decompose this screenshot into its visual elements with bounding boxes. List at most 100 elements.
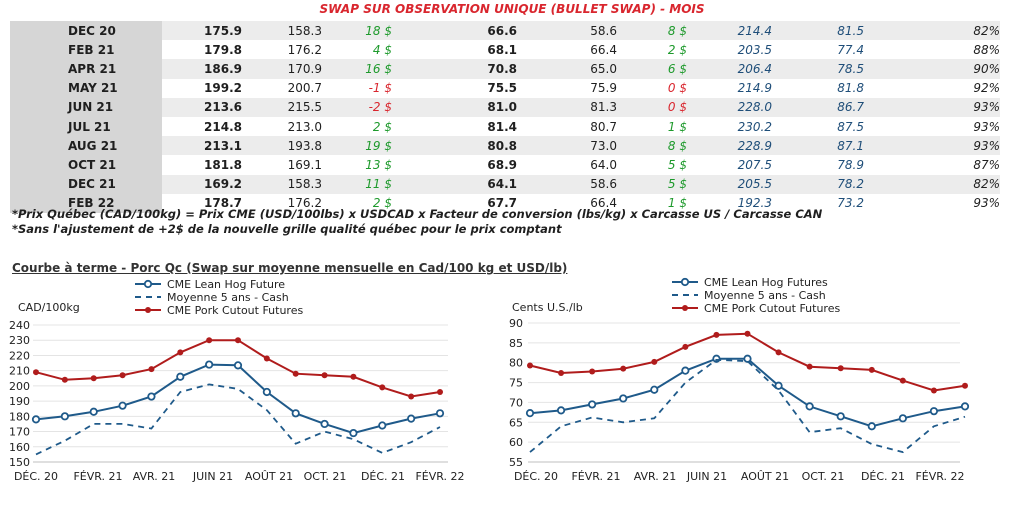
legend-marker [143, 279, 153, 289]
data-point [292, 370, 299, 377]
data-point [836, 412, 845, 421]
cell-c3: 4 $ [322, 40, 392, 60]
cell-c8: 81.5 [772, 21, 864, 41]
cell-c1: 181.8 [162, 155, 242, 175]
cell-c9: 93% [864, 193, 1000, 213]
cell-c9: 82% [864, 174, 1000, 194]
cell-c9: 82% [864, 21, 1000, 41]
data-point [929, 407, 939, 416]
cell-c8: 78.2 [772, 174, 864, 194]
data-point [868, 366, 875, 373]
legend-marker [680, 277, 690, 287]
cell-c8: 78.5 [772, 59, 864, 79]
data-point [33, 369, 39, 376]
cell-c7: 228.9 [687, 136, 772, 156]
cell-c3: 19 $ [322, 136, 392, 156]
cell-c5: 75.9 [517, 78, 617, 98]
y-tick-label: 210 [9, 365, 30, 378]
x-tick-label: JUIN 21 [686, 470, 727, 483]
x-tick-label: AOÛT 21 [741, 470, 789, 483]
x-tick-label: FÉVR. 22 [915, 470, 964, 483]
data-point [262, 387, 271, 397]
cell-c9: 87% [864, 155, 1000, 175]
y-tick-label: 80 [509, 357, 523, 370]
cell-month: JUN 21 [10, 97, 162, 117]
data-point [206, 337, 213, 344]
cell-c9: 93% [864, 136, 1000, 156]
cell-c8: 78.9 [772, 155, 864, 175]
cell-c8: 86.7 [772, 97, 864, 117]
cell-c4: 81.0 [392, 97, 517, 117]
y-tick-label: 200 [9, 380, 30, 393]
data-point [89, 407, 98, 416]
data-point [408, 393, 415, 400]
cell-c4: 81.4 [392, 116, 517, 137]
cell-c9: 88% [864, 40, 1000, 60]
data-point [378, 421, 387, 430]
table-row: AUG 21 213.1 193.8 19 $80.8 73.0 8 $228.9 87.1… [10, 136, 1000, 156]
data-point [558, 370, 565, 377]
y-tick-label: 180 [9, 410, 30, 423]
x-tick-label: DÉC. 20 [14, 470, 58, 483]
data-point [527, 362, 533, 369]
cell-c3: -2 $ [322, 97, 392, 117]
table-row: JUL 21 214.8 213.0 2 $81.4 80.7 1 $230.2 87.5 9… [10, 116, 1000, 137]
cell-c6: 1 $ [617, 116, 687, 137]
cell-c5: 73.0 [517, 136, 617, 156]
data-point [650, 385, 659, 394]
data-point [61, 376, 68, 383]
cell-c6: 8 $ [617, 136, 687, 156]
table-row: DEC 21 169.2 158.3 11 $64.1 58.6 5 $205.5 78.2… [10, 174, 1000, 194]
x-tick-label: DÉC. 20 [514, 470, 558, 483]
cell-c6: 0 $ [617, 97, 687, 117]
data-point [556, 406, 566, 415]
cell-c3: 18 $ [322, 21, 392, 41]
y-tick-label: 190 [9, 395, 30, 408]
cell-month: FEB 21 [10, 40, 162, 60]
x-tick-label: AOÛT 21 [245, 470, 293, 483]
data-point [148, 366, 155, 373]
cell-month: OCT 21 [10, 155, 162, 175]
cell-c9: 93% [864, 97, 1000, 117]
cell-c7: 214.9 [687, 78, 772, 98]
data-point [713, 331, 720, 338]
series-line [35, 383, 441, 456]
table-row: DEC 20 175.9 158.3 18 $66.6 58.6 8 $214.4 81.5… [10, 21, 1000, 41]
data-point [930, 387, 937, 394]
data-point [205, 360, 214, 369]
data-point [90, 375, 97, 382]
y-tick-label: 150 [9, 456, 30, 469]
cell-month: DEC 21 [10, 174, 162, 194]
cell-c5: 58.6 [517, 174, 617, 194]
cell-c2: 170.9 [242, 59, 322, 79]
cell-c8: 81.8 [772, 78, 864, 98]
cell-c7: 228.0 [687, 97, 772, 117]
legend-label: Moyenne 5 ans - Cash [704, 289, 826, 302]
cell-c9: 90% [864, 59, 1000, 79]
cell-c9: 92% [864, 78, 1000, 98]
cell-c7: 230.2 [687, 116, 772, 137]
cell-c6: 0 $ [617, 78, 687, 98]
cell-month: APR 21 [10, 59, 162, 79]
cell-c3: 2 $ [322, 116, 392, 137]
cell-c3: 2 $ [322, 193, 392, 213]
data-point [681, 366, 690, 375]
legend-marker [682, 305, 688, 311]
footnote-conversion: *Prix Québec (CAD/100kg) = Prix CME (USD… [12, 207, 823, 221]
cell-c9: 93% [864, 116, 1000, 137]
y-axis-label: CAD/100kg [18, 301, 80, 314]
x-tick-label: FÉVR. 21 [571, 470, 620, 483]
cell-c5: 80.7 [517, 116, 617, 137]
cell-c7: 214.4 [687, 21, 772, 41]
data-point [60, 412, 69, 421]
cell-c7: 207.5 [687, 155, 772, 175]
table-row: APR 21 186.9 170.9 16 $70.8 65.0 6 $206.4 78.5… [10, 59, 1000, 79]
y-tick-label: 60 [509, 436, 523, 449]
y-tick-label: 75 [509, 377, 523, 390]
data-point [589, 368, 596, 375]
cell-c4: 70.8 [392, 59, 517, 79]
cell-c5: 81.3 [517, 97, 617, 117]
cell-c6: 1 $ [617, 193, 687, 213]
legend-label: Moyenne 5 ans - Cash [167, 291, 289, 304]
